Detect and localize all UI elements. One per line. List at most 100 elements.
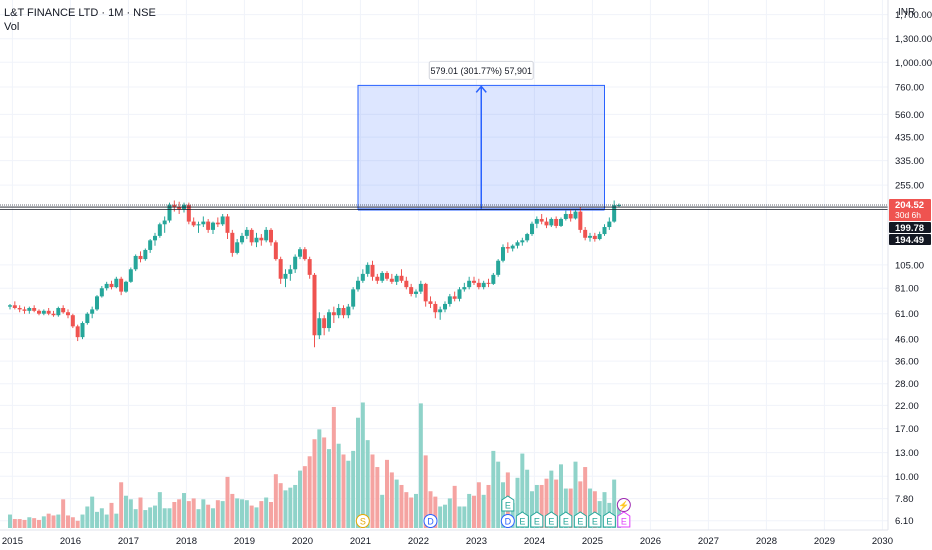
price-axis[interactable]: 1,700.00 1,300.00 1,000.00 760.00 560.00 435.… bbox=[887, 0, 932, 550]
symbol-legend: L&T FINANCE LTD · 1M · NSE Vol bbox=[4, 6, 156, 34]
event-badge bbox=[355, 514, 370, 528]
candle bbox=[501, 244, 505, 263]
candle-body bbox=[32, 308, 37, 311]
price-axis-bg bbox=[888, 0, 932, 550]
volume-bar bbox=[244, 500, 249, 528]
candle-body bbox=[380, 272, 385, 281]
candle bbox=[394, 273, 399, 285]
price-range-measure[interactable]: 579.01 (301.77%) 57,901 bbox=[357, 60, 605, 211]
candle bbox=[85, 312, 90, 325]
candle bbox=[573, 209, 578, 220]
volume-bar bbox=[563, 488, 568, 528]
volume-bar bbox=[491, 450, 496, 528]
candle-body bbox=[186, 204, 191, 222]
candle bbox=[327, 309, 331, 332]
volume-bar bbox=[549, 470, 554, 528]
price-badge-value: 194.49 bbox=[895, 235, 924, 246]
candle bbox=[317, 312, 322, 340]
candle bbox=[220, 213, 225, 226]
dividend-icon: D bbox=[500, 514, 515, 528]
volume-bar bbox=[530, 491, 534, 528]
event-glyph: D bbox=[427, 517, 434, 527]
candle bbox=[109, 280, 114, 290]
candle-body bbox=[80, 323, 85, 338]
volume-bar bbox=[191, 498, 196, 528]
volume-bar bbox=[447, 498, 452, 528]
price-tick-label: 17.00 bbox=[895, 424, 919, 435]
price-tick-label: 335.00 bbox=[895, 156, 924, 167]
candle-body bbox=[317, 318, 322, 336]
candle-body bbox=[356, 280, 360, 290]
price-tick-label: 81.00 bbox=[895, 284, 919, 295]
event-badge bbox=[573, 511, 587, 528]
candle bbox=[182, 202, 186, 213]
volume-bar bbox=[70, 517, 75, 528]
time-tick-label: 2029 bbox=[814, 536, 835, 547]
volume-bar bbox=[230, 493, 235, 528]
candle-body bbox=[119, 278, 124, 292]
candle-body bbox=[138, 255, 143, 260]
candle-body bbox=[443, 303, 447, 310]
candle bbox=[22, 306, 27, 314]
candle bbox=[409, 283, 414, 297]
candle bbox=[264, 227, 269, 243]
time-tick-label: 2026 bbox=[640, 536, 661, 547]
symbol-title[interactable]: L&T FINANCE LTD · 1M · NSE bbox=[4, 7, 156, 19]
volume-bar bbox=[235, 498, 240, 528]
candle-body bbox=[447, 296, 452, 304]
candle bbox=[148, 239, 153, 253]
candle-body bbox=[90, 309, 95, 314]
time-tick-label: 2020 bbox=[292, 536, 313, 547]
candle-body bbox=[559, 218, 563, 226]
candle bbox=[128, 267, 133, 283]
volume-bar bbox=[414, 493, 418, 528]
candle-body bbox=[41, 310, 46, 314]
candle bbox=[559, 217, 563, 228]
candle-body bbox=[467, 280, 472, 288]
volume-bar bbox=[394, 479, 399, 528]
volume-bar bbox=[302, 466, 307, 528]
volume-legend[interactable]: Vol bbox=[4, 21, 20, 33]
candle-body bbox=[12, 305, 17, 309]
earnings-icon: E bbox=[544, 511, 558, 528]
candle-body bbox=[530, 223, 534, 235]
candle bbox=[167, 202, 172, 223]
event-badge bbox=[501, 495, 515, 512]
candle-body bbox=[525, 234, 530, 241]
price-tick-label: 46.00 bbox=[895, 335, 919, 346]
candle-body bbox=[351, 289, 356, 307]
time-axis-bg bbox=[0, 530, 932, 550]
volume-series bbox=[8, 402, 621, 528]
currency-label[interactable]: INR bbox=[898, 7, 916, 18]
candle-body bbox=[617, 204, 621, 206]
candle bbox=[365, 262, 370, 277]
candle bbox=[568, 209, 573, 222]
volume-bar bbox=[496, 461, 501, 528]
candle bbox=[331, 306, 336, 324]
candle-body bbox=[399, 275, 404, 281]
earnings-icon: E bbox=[602, 511, 616, 528]
volume-bar bbox=[520, 453, 525, 528]
candle bbox=[283, 269, 288, 288]
candle-body bbox=[8, 305, 12, 307]
candle-body bbox=[578, 211, 583, 230]
volume-bar bbox=[90, 496, 95, 528]
candle bbox=[17, 305, 22, 313]
volume-bar bbox=[327, 449, 331, 528]
candle-body bbox=[128, 269, 133, 282]
time-axis[interactable]: 2015 2016 2017 2018 2019 2020 2021 2022 2023 2024… bbox=[0, 529, 932, 550]
candle-body bbox=[520, 240, 525, 243]
volume-bar bbox=[259, 501, 264, 528]
event-badge bbox=[617, 511, 631, 528]
dividend-split-icon: S bbox=[355, 514, 370, 528]
candle-body bbox=[273, 242, 278, 260]
candle bbox=[539, 213, 544, 225]
volume-bar bbox=[220, 501, 225, 528]
candle-body bbox=[505, 247, 510, 249]
event-badge bbox=[559, 511, 573, 528]
volume-bar bbox=[85, 506, 90, 528]
candle-body bbox=[428, 301, 433, 304]
candle-body bbox=[244, 229, 249, 236]
candle-body bbox=[583, 229, 588, 238]
